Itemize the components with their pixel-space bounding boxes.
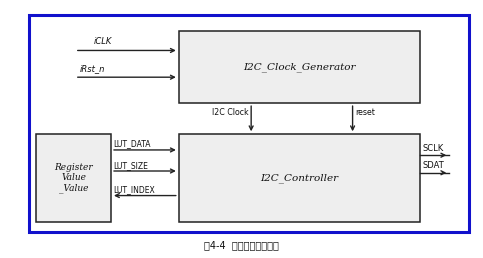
- Bar: [179, 31, 420, 103]
- Text: SDAT: SDAT: [423, 161, 444, 170]
- Text: LUT_DATA: LUT_DATA: [114, 140, 151, 149]
- Text: I2C_Clock_Generator: I2C_Clock_Generator: [243, 62, 355, 72]
- Text: 图4-4  设计顶层结构框图: 图4-4 设计顶层结构框图: [204, 240, 279, 250]
- Text: iCLK: iCLK: [94, 37, 113, 46]
- Text: LUT_SIZE: LUT_SIZE: [114, 161, 148, 170]
- Bar: [179, 134, 420, 222]
- Text: LUT_INDEX: LUT_INDEX: [114, 185, 155, 194]
- Text: reset: reset: [355, 108, 375, 117]
- Text: SCLK: SCLK: [423, 143, 444, 152]
- Bar: [29, 15, 469, 232]
- Text: I2C Clock: I2C Clock: [212, 108, 249, 117]
- Text: iRst_n: iRst_n: [80, 64, 105, 73]
- Bar: [36, 134, 111, 222]
- Text: Register
Value
_Value: Register Value _Value: [55, 163, 93, 193]
- Text: I2C_Controller: I2C_Controller: [260, 173, 339, 183]
